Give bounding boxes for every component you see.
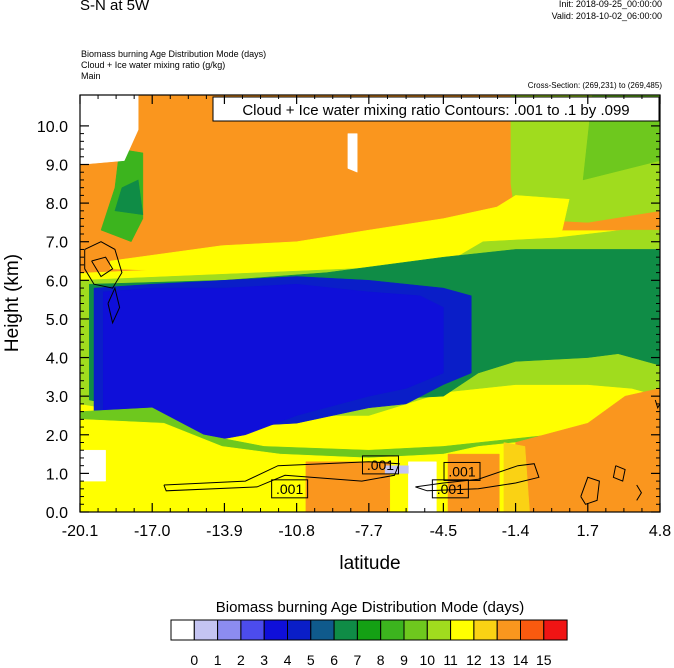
contour-label-1: .001 xyxy=(276,481,303,497)
contour-line-0 xyxy=(84,241,123,289)
colorbar-swatch-0 xyxy=(170,619,195,641)
colorbar-label: 8 xyxy=(377,652,385,668)
y-tick-label: 10.0 xyxy=(37,119,68,136)
colorbar-label: 1 xyxy=(214,652,222,668)
x-tick-label: -10.8 xyxy=(278,523,315,540)
field-name-contour: Cloud + Ice water mixing ratio (g/kg) xyxy=(81,60,226,70)
colorbar-label: 7 xyxy=(354,652,362,668)
colorbar-swatch-6 xyxy=(310,619,335,641)
colorbar-swatch-2 xyxy=(217,619,242,641)
contour-label-0: .001 xyxy=(367,457,394,473)
contour-labels: .001 .001 .001 .001 xyxy=(271,455,481,499)
colorbar-labels: 0 1 2 3 4 5 6 7 8 9 10 11 12 13 14 15 xyxy=(190,652,551,668)
y-tick-label: 1.0 xyxy=(46,466,68,483)
contour-info-box: Cloud + Ice water mixing ratio Contours:… xyxy=(212,96,660,122)
colorbar-label: 0 xyxy=(190,652,198,668)
field-region-18 xyxy=(347,133,358,173)
colorbar-label: 3 xyxy=(260,652,268,668)
x-tick-label: -13.9 xyxy=(206,523,243,540)
y-tick-label: 6.0 xyxy=(46,273,68,290)
contour-label-box-2 xyxy=(431,479,469,499)
colorbar-swatch-3 xyxy=(240,619,265,641)
field-name-main: Main xyxy=(81,71,101,81)
contour-label-box-3 xyxy=(443,461,481,481)
colorbar xyxy=(170,619,568,641)
x-tick-label: 4.8 xyxy=(649,523,671,540)
contour-info-text: Cloud + Ice water mixing ratio Contours:… xyxy=(242,102,629,119)
x-axis: -20.1 -17.0 -13.9 -10.8 -7.7 -4.5 -1.4 1.7 4.8 xyxy=(62,95,671,540)
contour-line-1 xyxy=(91,256,114,278)
colorbar-swatch-9 xyxy=(380,619,405,641)
colorbar-title: Biomass burning Age Distribution Mode (d… xyxy=(216,599,524,616)
shaded-field xyxy=(80,95,660,512)
field-region-16 xyxy=(408,461,437,512)
x-tick-label: -17.0 xyxy=(134,523,171,540)
colorbar-swatch-1 xyxy=(193,619,219,641)
colorbar-label: 14 xyxy=(513,652,529,668)
y-tick-label: 8.0 xyxy=(46,196,68,213)
y-axis: 0.0 1.0 2.0 3.0 4.0 5.0 6.0 7.0 8.0 9.0 10.0 xyxy=(37,119,660,522)
colorbar-swatch-12 xyxy=(450,619,475,641)
colorbar-label: 4 xyxy=(284,652,292,668)
cross-section-label: Cross-Section: (269,231) to (269,485) xyxy=(527,81,662,90)
field-region-13 xyxy=(503,442,530,512)
x-tick-label: -4.5 xyxy=(430,523,458,540)
colorbar-label: 5 xyxy=(307,652,315,668)
plot-title: S-N at 5W xyxy=(80,0,150,14)
colorbar-label: 12 xyxy=(466,652,482,668)
y-tick-label: 3.0 xyxy=(46,389,68,406)
contour-label-3: .001 xyxy=(448,463,475,479)
x-tick-label: -1.4 xyxy=(502,523,530,540)
colorbar-label: 2 xyxy=(237,652,245,668)
colorbar-swatch-5 xyxy=(287,619,312,641)
colorbar-swatch-11 xyxy=(426,619,452,641)
contour-line-6 xyxy=(107,286,121,325)
x-tick-label: -20.1 xyxy=(62,523,99,540)
y-axis-label: Height (km) xyxy=(2,254,23,352)
colorbar-label: 9 xyxy=(400,652,408,668)
colorbar-swatch-16 xyxy=(543,619,568,641)
y-tick-label: 9.0 xyxy=(46,158,68,175)
y-tick-label: 4.0 xyxy=(46,351,68,368)
colorbar-label: 13 xyxy=(489,652,505,668)
field-name-shaded: Biomass burning Age Distribution Mode (d… xyxy=(81,49,267,59)
y-tick-label: 5.0 xyxy=(46,312,68,329)
colorbar-swatch-10 xyxy=(403,619,428,641)
contour-line-3 xyxy=(415,463,540,492)
colorbar-swatch-4 xyxy=(263,619,289,641)
x-axis-label: latitude xyxy=(339,553,400,574)
colorbar-label: 6 xyxy=(330,652,338,668)
contour-label-box-0 xyxy=(361,455,399,475)
contour-label-box-1 xyxy=(271,479,309,499)
contour-line-7 xyxy=(654,399,660,410)
colorbar-swatch-15 xyxy=(520,619,545,641)
y-tick-label: 7.0 xyxy=(46,235,68,252)
colorbar-swatch-13 xyxy=(473,619,498,641)
field-region-3 xyxy=(110,195,570,273)
contour-line-2 xyxy=(163,461,400,492)
contour-line-8 xyxy=(636,484,642,501)
contour-lines xyxy=(84,241,660,505)
colorbar-swatch-7 xyxy=(333,619,358,641)
y-tick-label: 0.0 xyxy=(46,505,68,522)
x-tick-label: -7.7 xyxy=(355,523,383,540)
field-region-17 xyxy=(80,95,139,165)
contour-label-2: .001 xyxy=(437,481,464,497)
contour-info-frame xyxy=(212,96,660,122)
valid-time: Valid: 2018-10-02_06:00:00 xyxy=(551,11,662,21)
contour-line-5 xyxy=(612,465,626,482)
init-time: Init: 2018-09-25_00:00:00 xyxy=(558,0,662,9)
colorbar-label: 11 xyxy=(443,652,458,668)
x-tick-label: 1.7 xyxy=(577,523,599,540)
colorbar-label: 10 xyxy=(420,652,436,668)
colorbar-label: 15 xyxy=(536,652,552,668)
y-tick-label: 2.0 xyxy=(46,428,68,445)
contour-line-4 xyxy=(580,476,600,505)
field-region-5 xyxy=(114,179,144,215)
colorbar-swatch-14 xyxy=(496,619,522,641)
colorbar-swatch-8 xyxy=(356,619,382,641)
field-region-12 xyxy=(515,388,660,512)
